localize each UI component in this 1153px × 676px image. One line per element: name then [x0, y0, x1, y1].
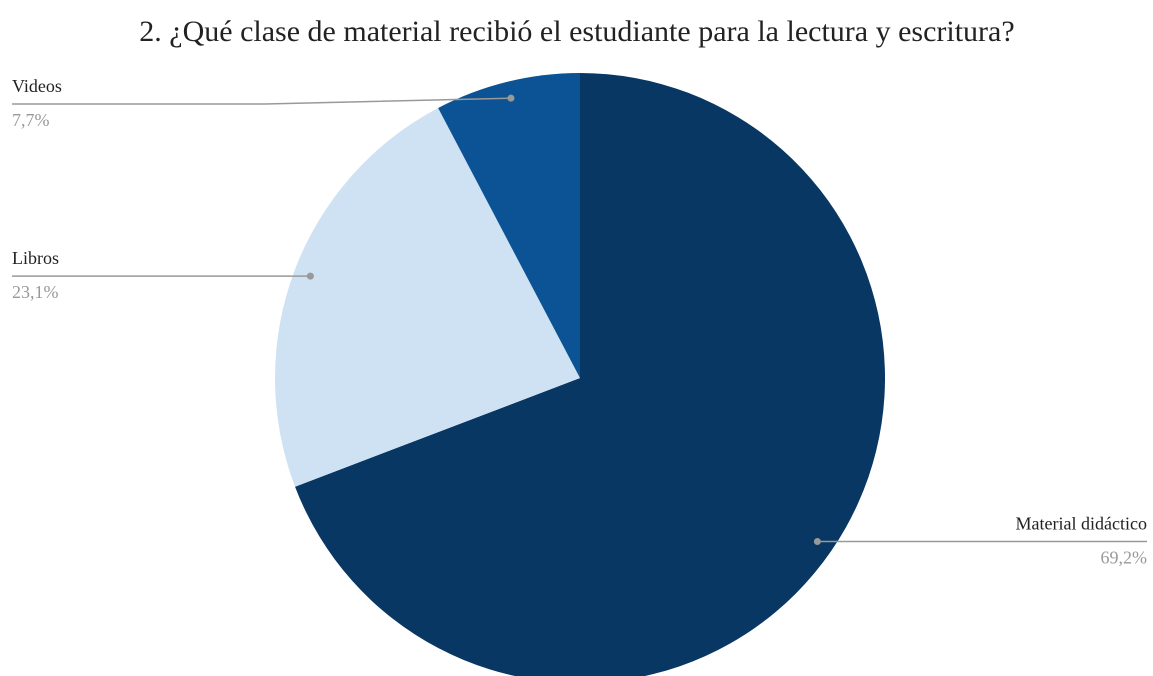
slice-value: 7,7% [12, 110, 50, 130]
slice-value: 69,2% [1101, 548, 1148, 568]
slice-value: 23,1% [12, 282, 59, 302]
chart-title: 2. ¿Qué clase de material recibió el est… [139, 15, 1014, 48]
pie-slice [274, 108, 580, 487]
leader-line [12, 97, 511, 105]
leader-dot [813, 538, 821, 546]
slice-label: Libros [12, 248, 59, 268]
pie-slice [438, 73, 580, 378]
leader-dot [507, 94, 515, 102]
slice-label: Material didáctico [1016, 514, 1147, 534]
pie-slice [295, 73, 885, 676]
slice-label: Videos [12, 76, 62, 96]
leader-dot [306, 272, 314, 280]
